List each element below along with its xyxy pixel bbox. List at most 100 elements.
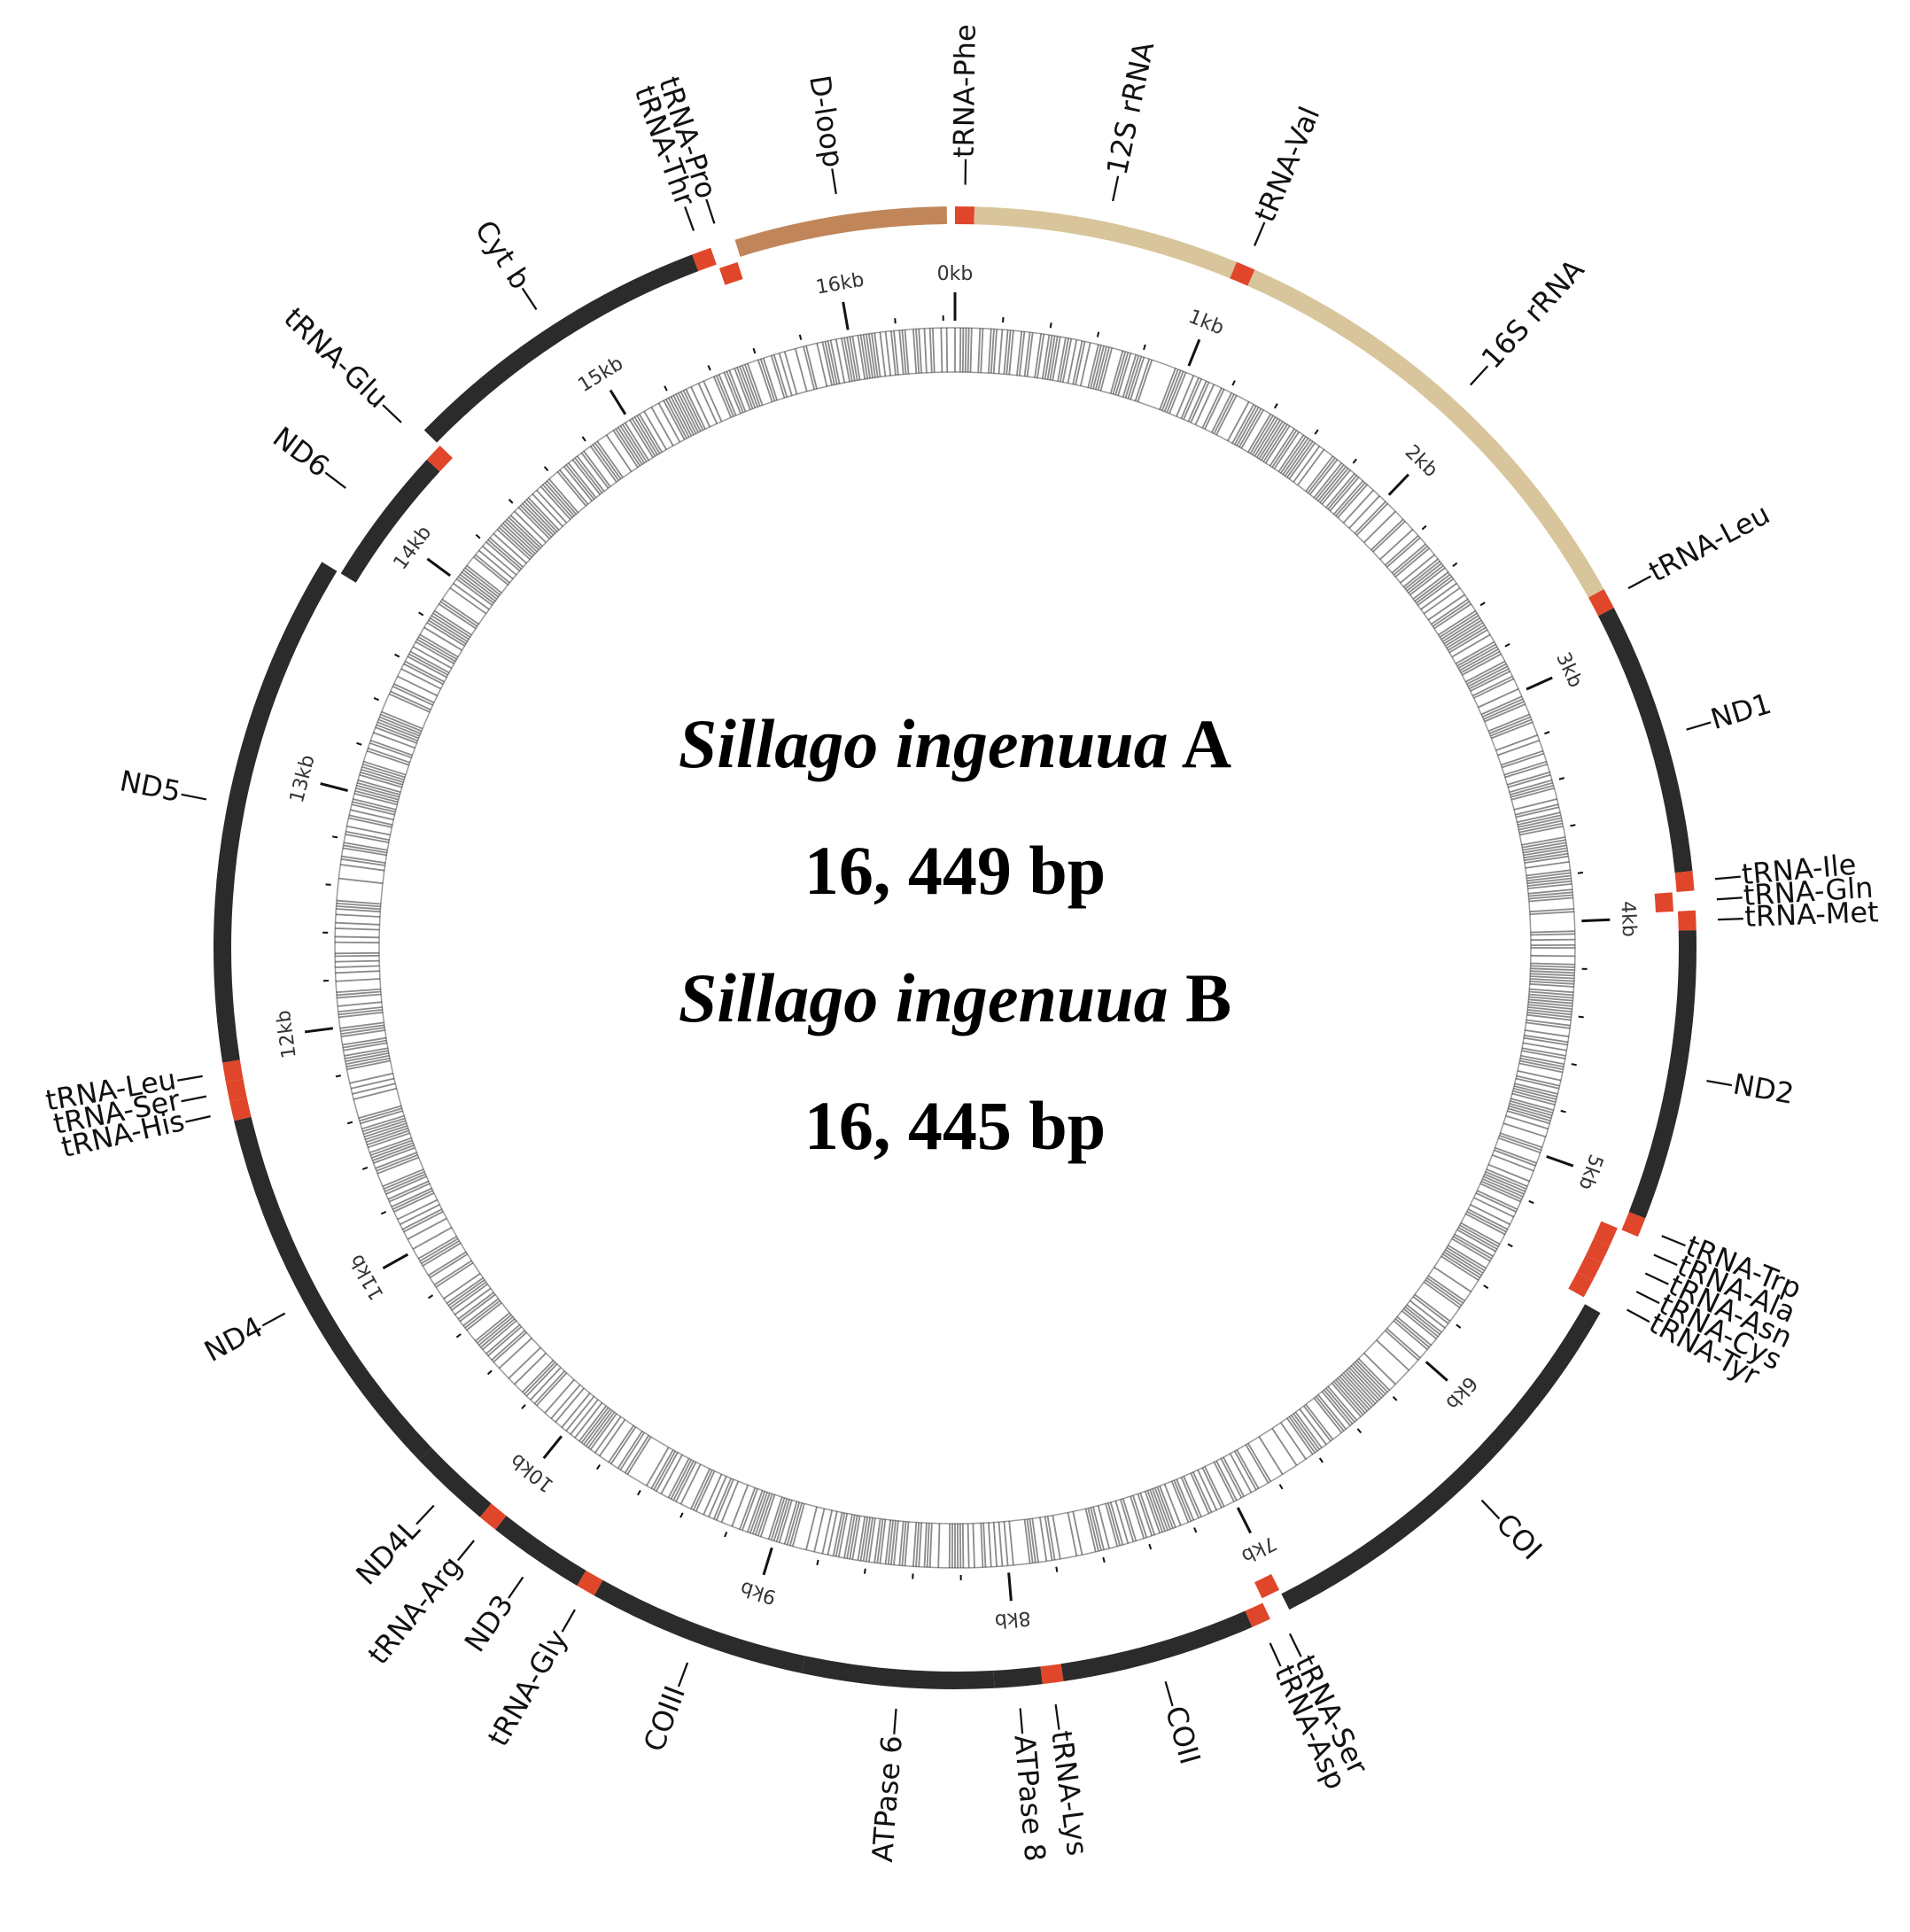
gene-segment-d-loop [734,206,947,257]
gc-content-track [334,327,1576,1569]
major-tick [842,301,850,330]
gene-segment-trna-met [1677,910,1696,931]
minor-tick [863,1568,866,1574]
minor-tick [1352,458,1357,464]
gene-segment-trna-cys [1577,1255,1602,1281]
minor-tick [1570,824,1576,827]
gene-segment-trna-ala [1593,1221,1618,1246]
minor-tick [1421,524,1427,531]
minor-tick [816,1559,819,1566]
minor-tick [475,533,481,539]
gene-segment-nd1 [1598,608,1693,873]
minor-tick [1456,1323,1462,1329]
gc-track-outer-border [334,327,1576,1569]
gene-segment-trna-gln [1654,892,1673,913]
minor-tick [707,365,711,371]
scale-tick-label: 7kb [1238,1531,1280,1567]
gene-label-coiii: COIII— [637,1655,702,1756]
minor-tick [581,436,586,442]
minor-tick [455,1333,462,1338]
gene-segment-trna-ser2 [225,1078,247,1102]
species-a-name: Sillago ingenuua [678,705,1169,782]
gc-track-inner-border [378,371,1532,1525]
minor-tick [1278,1484,1284,1490]
major-tick [1546,1155,1574,1168]
gene-label-nd3: ND3— [458,1565,536,1658]
gene-label-trna-val: —tRNA-Val [1237,102,1326,253]
gene-segment-nd4 [234,1116,432,1461]
gene-segment-nd4l [418,1447,492,1517]
minor-tick [1231,380,1236,386]
minor-tick [1273,403,1278,409]
gene-label-coii: —COII [1151,1675,1207,1768]
minor-tick [1356,1428,1363,1434]
minor-tick [418,611,424,617]
minor-tick [521,1404,526,1409]
gene-segment-nd2 [1628,930,1697,1219]
scale-tick-label: 8kb [994,1607,1032,1632]
minor-tick [1507,1243,1513,1248]
gene-segment-trna-ile [1674,871,1695,892]
minor-tick [1558,777,1565,780]
gene-segment-trna-thr [692,247,717,272]
gene-segment-nd3 [495,1516,586,1587]
major-tick [304,1027,334,1034]
gene-segment-nd5 [213,562,338,1063]
minor-tick [1318,1457,1324,1463]
length-a: 16, 449 bp [804,832,1106,909]
minor-tick [798,334,803,340]
gene-segment-trna-gly [577,1570,603,1596]
minor-tick [486,1369,493,1376]
minor-tick [508,499,514,504]
gene-label-cyt-b: Cyt b— [469,214,554,319]
minor-tick [380,1210,387,1215]
gene-label-trna-phe: —tRNA-Phe [946,24,982,186]
minor-tick [1452,562,1458,568]
minor-tick [1528,1199,1534,1205]
minor-tick [1578,1015,1584,1019]
gene-segment-trna-arg [479,1503,507,1530]
gene-label-16s-rrna: —16S rRNA [1456,252,1591,396]
gene-segment-12s-rrna [974,206,1237,279]
major-tick [1581,918,1611,923]
scale-tick-label: 14kb [390,522,437,574]
gene-label-d-loop: D-loop— [803,73,855,198]
species-a-suffix: A [1181,705,1232,782]
major-tick [1236,1507,1252,1534]
minor-tick [1479,601,1486,607]
scale-tick-label: 1kb [1185,306,1227,339]
species-b-title: Sillago ingenuua B [0,958,1910,1038]
minor-tick [1148,1543,1153,1550]
minor-tick [325,883,331,886]
minor-tick [1392,1395,1398,1401]
minor-tick [1544,731,1550,735]
gene-segment-coi [1281,1304,1601,1610]
minor-tick [373,697,379,702]
gene-segment-coiii [594,1579,805,1673]
minor-tick [1560,1109,1566,1113]
major-tick [1007,1572,1013,1602]
minor-tick [1049,322,1052,329]
gene-segment-trna-phe [955,206,975,225]
minor-tick [1483,1284,1489,1290]
gene-segment-16s-rrna [1247,269,1604,598]
gene-segment-nd6 [340,459,440,583]
gene-label-12s-rrna: —12S rRNA [1094,39,1161,206]
gene-segment-trna-lys [1040,1664,1064,1685]
minor-tick [1055,1566,1059,1572]
major-tick [1387,473,1410,496]
gene-segment-trna-tyr [1568,1272,1594,1298]
major-tick [426,557,452,578]
minor-tick [543,466,549,472]
major-tick [1425,1361,1448,1382]
major-tick [542,1435,563,1460]
gene-label-nd4: ND4— [198,1296,293,1369]
scale-tick-label: 4kb [1616,901,1640,938]
minor-tick [1096,331,1100,338]
minor-tick [679,1512,684,1518]
minor-tick [346,1121,353,1125]
gene-segment-trna-val [1230,261,1255,286]
gene-label-trna-leu: —tRNA-Leu [1619,497,1775,602]
gene-segment-coii [1060,1610,1253,1681]
minor-tick [335,1075,342,1078]
